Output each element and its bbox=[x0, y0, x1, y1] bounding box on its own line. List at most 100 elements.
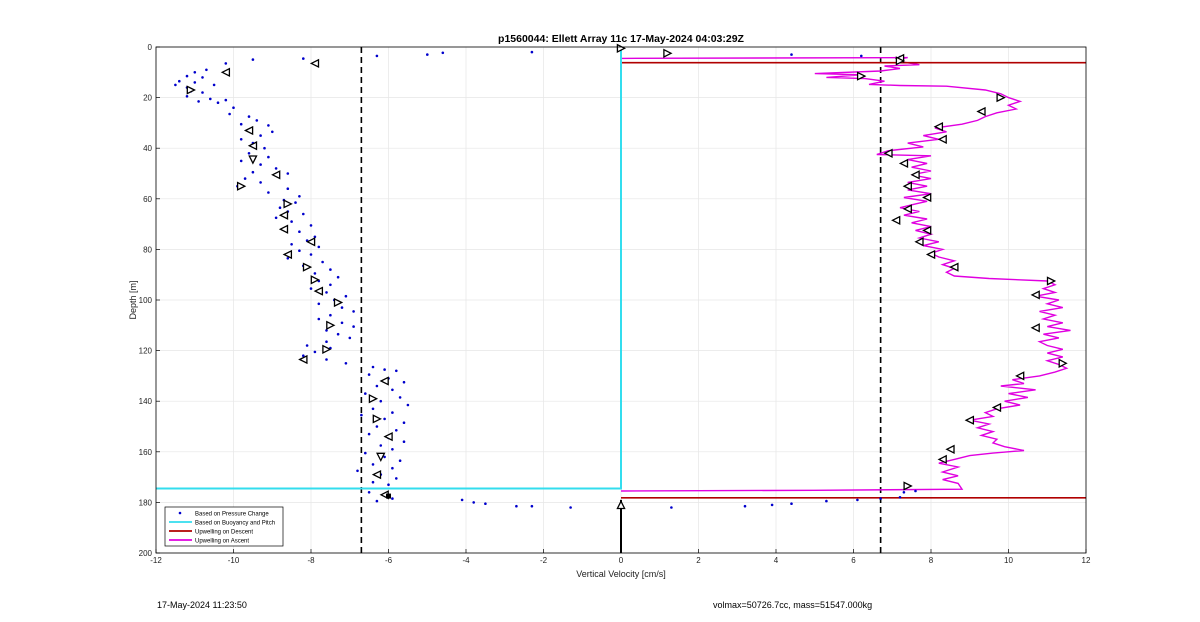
pressure-change-point bbox=[232, 106, 235, 109]
pressure-change-point bbox=[286, 257, 290, 260]
pressure-change-point bbox=[251, 58, 255, 61]
pressure-change-point bbox=[344, 362, 348, 365]
pressure-change-marker bbox=[914, 237, 924, 247]
pressure-change-point bbox=[317, 245, 321, 249]
pressure-change-marker bbox=[902, 181, 912, 191]
pressure-change-point bbox=[367, 491, 371, 494]
pressure-change-point bbox=[391, 448, 394, 451]
y-tick-label: 160 bbox=[139, 448, 153, 457]
footer-summary: volmax=50726.7cc, mass=51547.000kg bbox=[713, 600, 873, 610]
pressure-change-point bbox=[263, 146, 266, 150]
pressure-change-marker bbox=[247, 141, 258, 151]
pressure-change-marker bbox=[379, 376, 389, 386]
pressure-change-point bbox=[185, 74, 189, 78]
pressure-change-marker bbox=[271, 170, 281, 180]
pressure-change-point bbox=[209, 97, 212, 101]
pressure-change-marker bbox=[616, 43, 627, 53]
pressure-change-marker bbox=[1030, 290, 1040, 300]
x-tick-label: -12 bbox=[150, 556, 162, 565]
pressure-change-point bbox=[898, 496, 902, 499]
pressure-change-point bbox=[298, 249, 301, 252]
y-tick-label: 180 bbox=[139, 498, 153, 507]
pressure-change-marker bbox=[186, 85, 196, 95]
pressure-change-point bbox=[305, 344, 309, 347]
pressure-change-point bbox=[298, 195, 301, 198]
pressure-change-marker bbox=[386, 493, 391, 499]
pressure-change-marker bbox=[937, 454, 947, 465]
pressure-change-point bbox=[375, 54, 379, 58]
y-tick-label: 0 bbox=[148, 43, 153, 52]
pressure-change-point bbox=[259, 134, 262, 137]
pressure-change-point bbox=[391, 411, 394, 414]
pressure-change-point bbox=[321, 260, 324, 264]
pressure-change-point bbox=[356, 469, 359, 473]
legend-label: Upwelling on Descent bbox=[195, 529, 253, 535]
pressure-change-point bbox=[224, 98, 228, 102]
pressure-change-point bbox=[670, 506, 673, 509]
pressure-change-point bbox=[395, 429, 398, 432]
pressure-change-point bbox=[569, 506, 572, 509]
pressure-change-point bbox=[375, 425, 379, 428]
pressure-change-point bbox=[402, 440, 406, 444]
axis-ticks: -12 -10 -8 -6 -4 -2 0 2 4 6 8 10 1202040608010012014… bbox=[139, 43, 1091, 565]
x-tick-label: -10 bbox=[228, 556, 240, 565]
pressure-change-point bbox=[484, 502, 487, 506]
pressure-change-point bbox=[185, 95, 189, 98]
pressure-change-point bbox=[294, 201, 297, 204]
pressure-change-marker bbox=[1015, 371, 1025, 381]
pressure-change-point bbox=[402, 380, 406, 384]
pressure-change-point bbox=[395, 477, 398, 480]
y-tick-label: 60 bbox=[143, 195, 152, 204]
x-tick-label: -6 bbox=[385, 556, 393, 565]
pressure-change-marker bbox=[663, 48, 673, 58]
pressure-change-point bbox=[336, 332, 340, 336]
pressure-change-point bbox=[790, 502, 793, 506]
pressure-change-point bbox=[197, 100, 200, 103]
pressure-change-point bbox=[391, 466, 394, 470]
pressure-change-point bbox=[395, 369, 398, 373]
pressure-change-point bbox=[274, 216, 278, 220]
pressure-change-point bbox=[298, 230, 301, 233]
pressure-change-marker bbox=[220, 67, 231, 77]
pressure-change-point bbox=[302, 354, 305, 358]
legend-label: Upwelling on Ascent bbox=[195, 538, 249, 544]
pressure-change-point bbox=[902, 491, 906, 494]
pressure-change-point bbox=[224, 62, 228, 65]
x-tick-label: -4 bbox=[462, 556, 470, 565]
chart-title: p1560044: Ellett Array 11c 17-May-2024 0… bbox=[498, 33, 745, 45]
x-tick-label: 12 bbox=[1082, 556, 1091, 565]
pressure-change-marker bbox=[945, 444, 955, 454]
pressure-change-marker bbox=[925, 249, 936, 260]
pressure-change-point bbox=[367, 373, 371, 376]
pressure-change-marker bbox=[1046, 276, 1057, 286]
legend: Based on Pressure Change Based on Buoyanc… bbox=[164, 506, 284, 547]
pressure-change-point bbox=[239, 138, 243, 141]
x-tick-label: 6 bbox=[851, 556, 856, 565]
pressure-change-marker bbox=[856, 71, 867, 81]
pressure-change-point bbox=[391, 388, 394, 392]
pressure-change-point bbox=[329, 313, 332, 317]
pressure-change-marker bbox=[236, 181, 247, 191]
pressure-change-marker bbox=[895, 56, 906, 66]
pressure-change-point bbox=[364, 451, 367, 455]
pressure-change-point bbox=[193, 81, 197, 84]
x-tick-label: 0 bbox=[619, 556, 624, 565]
pressure-change-point bbox=[317, 302, 321, 306]
pressure-change-point bbox=[271, 130, 274, 134]
pressure-change-marker bbox=[333, 297, 344, 308]
pressure-change-point bbox=[174, 83, 177, 87]
pressure-change-point bbox=[340, 321, 344, 325]
y-tick-label: 40 bbox=[143, 144, 152, 153]
y-axis-label: Depth [m] bbox=[128, 280, 138, 319]
pressure-change-point bbox=[313, 350, 317, 354]
pressure-change-marker bbox=[248, 155, 258, 165]
pressure-change-marker bbox=[322, 344, 332, 354]
pressure-change-marker bbox=[313, 286, 324, 296]
pressure-change-point bbox=[856, 498, 859, 502]
series-upwelling-on-ascent bbox=[620, 56, 1071, 492]
pressure-change-point bbox=[879, 497, 882, 500]
pressure-change-marker bbox=[996, 92, 1006, 103]
pressure-change-point bbox=[201, 76, 204, 79]
pressure-change-point bbox=[530, 50, 534, 54]
x-tick-label: 8 bbox=[929, 556, 934, 565]
